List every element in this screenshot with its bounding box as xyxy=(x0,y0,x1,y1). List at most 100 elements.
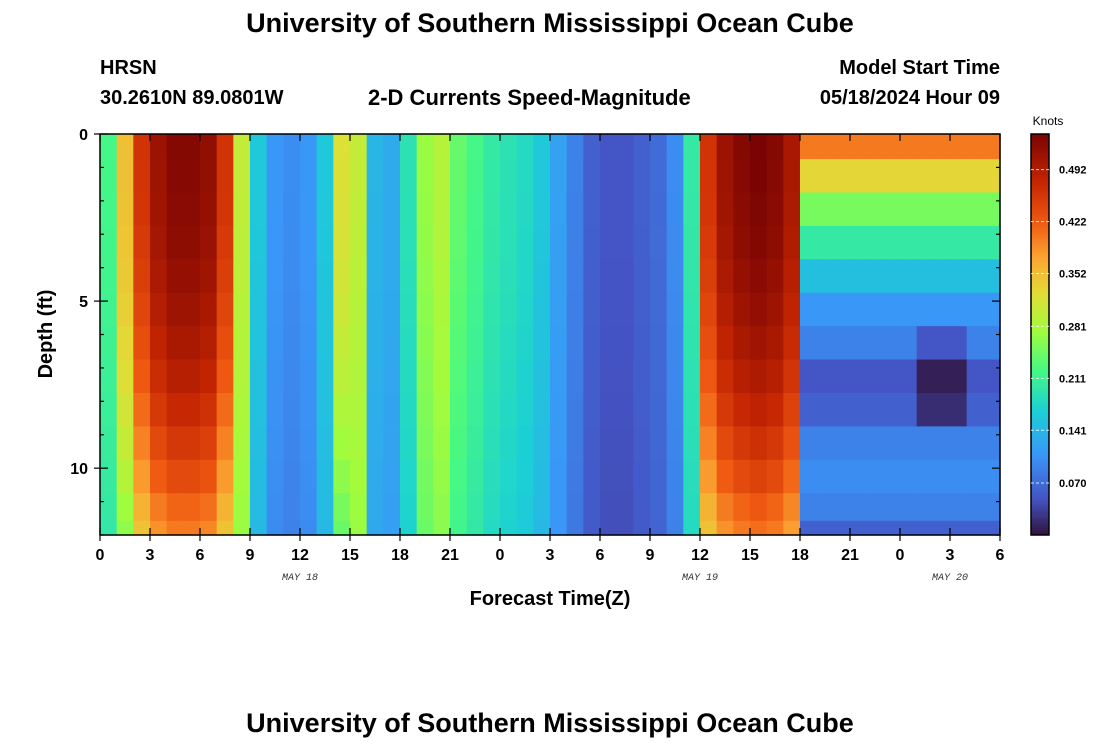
heatmap-cell xyxy=(400,326,418,361)
heatmap-cell xyxy=(133,426,151,461)
heatmap-cell xyxy=(333,426,351,461)
heatmap-cell xyxy=(850,259,868,294)
heatmap-cell xyxy=(550,159,568,194)
heatmap-cell xyxy=(116,159,134,194)
heatmap-cell xyxy=(683,225,701,260)
heatmap-cell xyxy=(116,292,134,327)
heatmap-cell xyxy=(616,426,634,461)
heatmap-cell xyxy=(716,493,734,522)
heatmap-cell xyxy=(350,326,368,361)
heatmap-cell xyxy=(600,259,618,294)
heatmap-cell xyxy=(516,359,534,394)
heatmap-cell xyxy=(600,520,618,536)
heatmap-cell xyxy=(750,359,768,394)
heatmap-cell xyxy=(983,426,1001,461)
heatmap-cell xyxy=(766,159,784,194)
heatmap-cell xyxy=(683,292,701,327)
heatmap-cell xyxy=(833,459,851,494)
heatmap-cell xyxy=(966,392,984,427)
heatmap-cell xyxy=(100,134,118,160)
heatmap-cell xyxy=(733,392,751,427)
heatmap-cell xyxy=(333,259,351,294)
heatmap-cell xyxy=(416,225,434,260)
heatmap-cell xyxy=(883,359,901,394)
model-start-label: Model Start Time xyxy=(839,57,1000,79)
heatmap-cell xyxy=(483,225,501,260)
heatmap-cell xyxy=(500,159,518,194)
heatmap-cell xyxy=(416,493,434,522)
heatmap-cell xyxy=(816,459,834,494)
heatmap-cell xyxy=(433,159,451,194)
heatmap-cell xyxy=(300,292,318,327)
heatmap-cell xyxy=(683,359,701,394)
heatmap-cell xyxy=(183,225,201,260)
heatmap-cell xyxy=(500,192,518,227)
heatmap-cell xyxy=(316,134,334,160)
heatmap-cell xyxy=(183,192,201,227)
colorbar-tick-label: 0.422 xyxy=(1059,217,1087,229)
heatmap-cell xyxy=(766,493,784,522)
heatmap-cell xyxy=(983,493,1001,522)
heatmap-cell xyxy=(733,225,751,260)
x-tick-label: 15 xyxy=(741,547,759,564)
heatmap-cell xyxy=(683,259,701,294)
heatmap-cell xyxy=(966,159,984,194)
heatmap-cell xyxy=(233,225,251,260)
heatmap-cell xyxy=(966,259,984,294)
heatmap-cell xyxy=(583,520,601,536)
heatmap-cell xyxy=(100,292,118,327)
heatmap-cell xyxy=(166,326,184,361)
heatmap-cell xyxy=(283,426,301,461)
heatmap-cell xyxy=(133,292,151,327)
heatmap-cell xyxy=(233,426,251,461)
heatmap-cell xyxy=(866,326,884,361)
heatmap-cell xyxy=(433,359,451,394)
heatmap-cell xyxy=(466,459,484,494)
heatmap-cell xyxy=(133,192,151,227)
heatmap-cell xyxy=(533,359,551,394)
heatmap-cell xyxy=(383,459,401,494)
heatmap-cell xyxy=(533,159,551,194)
heatmap-cell xyxy=(900,426,918,461)
heatmap-cell xyxy=(116,134,134,160)
heatmap-cell xyxy=(433,326,451,361)
heatmap-cell xyxy=(600,134,618,160)
heatmap-cell xyxy=(200,225,218,260)
heatmap-cell xyxy=(366,493,384,522)
heatmap-cell xyxy=(666,459,684,494)
heatmap-cell xyxy=(950,520,968,536)
heatmap-cell xyxy=(350,292,368,327)
heatmap-cell xyxy=(850,326,868,361)
heatmap-cell xyxy=(650,493,668,522)
heatmap-cell xyxy=(150,520,168,536)
heatmap-cell xyxy=(750,134,768,160)
heatmap-cell xyxy=(800,459,818,494)
heatmap-cell xyxy=(766,426,784,461)
heatmap-cell xyxy=(750,192,768,227)
heatmap-cell xyxy=(816,159,834,194)
heatmap-cell xyxy=(600,292,618,327)
heatmap-cell xyxy=(850,134,868,160)
heatmap-cell xyxy=(850,426,868,461)
heatmap-cell xyxy=(783,426,801,461)
heatmap-cell xyxy=(566,493,584,522)
heatmap-cell xyxy=(383,134,401,160)
heatmap-cell xyxy=(200,326,218,361)
x-tick-label: 3 xyxy=(546,547,555,564)
heatmap-cell xyxy=(950,359,968,394)
heatmap-cell xyxy=(716,392,734,427)
heatmap-cell xyxy=(950,426,968,461)
heatmap-cell xyxy=(400,426,418,461)
heatmap-cell xyxy=(466,259,484,294)
heatmap-cell xyxy=(700,326,718,361)
heatmap-cell xyxy=(733,520,751,536)
date-labels: MAY 18 MAY 19 MAY 20 xyxy=(282,573,968,584)
heatmap-cell xyxy=(233,459,251,494)
heatmap-cell xyxy=(233,392,251,427)
heatmap-cell xyxy=(783,459,801,494)
heatmap-cell xyxy=(133,359,151,394)
heatmap-cell xyxy=(150,159,168,194)
heatmap-cell xyxy=(300,326,318,361)
heatmap-cell xyxy=(300,426,318,461)
x-tick-label: 9 xyxy=(246,547,255,564)
